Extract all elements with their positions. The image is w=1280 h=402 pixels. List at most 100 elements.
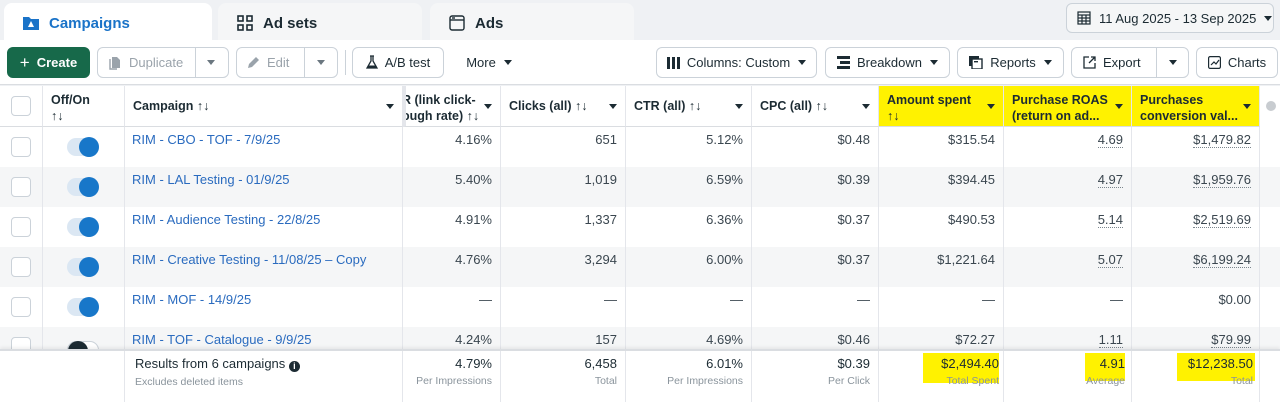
add-column-icon[interactable] <box>1266 101 1276 111</box>
columns-label: Columns: Custom <box>686 55 791 70</box>
header-off-on[interactable]: Off/On ↑↓ <box>43 86 125 127</box>
tab-ads[interactable]: Ads <box>430 3 634 43</box>
breakdown-label: Breakdown <box>856 55 923 70</box>
cell-roas: 5.07 <box>1004 247 1132 287</box>
cell-value: $1,221.64 <box>937 252 995 267</box>
toggle-knob <box>79 297 99 317</box>
cell-value[interactable]: $2,519.69 <box>1193 212 1251 228</box>
breakdown-button[interactable]: Breakdown <box>825 47 950 78</box>
campaign-name-link[interactable]: RIM - LAL Testing - 01/9/25 <box>125 167 403 207</box>
tab-campaigns[interactable]: Campaigns <box>4 3 212 43</box>
table-row[interactable]: RIM - Audience Testing - 22/8/25 4.91% 1,3… <box>0 207 1280 247</box>
column-menu-icon[interactable] <box>862 104 870 109</box>
cell-value[interactable]: 5.14 <box>1097 212 1123 228</box>
table-row[interactable]: RIM - CBO - TOF - 7/9/25 4.16% 651 5.12% $0.… <box>0 127 1280 167</box>
cell-ctr-all: 4.69% <box>626 327 752 367</box>
columns-button[interactable]: Columns: Custom <box>656 47 817 78</box>
header-purchases-conversion-value[interactable]: Purchases conversion val... <box>1132 86 1260 127</box>
info-icon[interactable]: i <box>288 361 300 372</box>
summary-title-cell: Results from 6 campaigns i Excludes dele… <box>125 351 403 402</box>
toolbar-divider <box>345 50 346 75</box>
table-row[interactable]: RIM - MOF - 14/9/25 — — — — — — $0.00 <box>0 287 1280 327</box>
column-menu-icon[interactable] <box>987 104 995 109</box>
charts-button[interactable]: Charts <box>1196 47 1278 78</box>
cell-value[interactable]: $6,199.24 <box>1193 252 1251 268</box>
highlight-mark <box>923 353 999 383</box>
summary-ctr-all: 6.01% Per Impressions <box>626 351 752 402</box>
column-menu-icon[interactable] <box>386 104 394 109</box>
campaign-name-link[interactable]: RIM - MOF - 14/9/25 <box>125 287 403 327</box>
cell-value[interactable]: 1.11 <box>1098 332 1123 348</box>
cell-value[interactable]: 4.69 <box>1097 132 1123 148</box>
cell-conv-value: $1,959.76 <box>1132 167 1260 207</box>
campaign-toggle[interactable] <box>67 257 99 277</box>
duplicate-dropdown-icon[interactable] <box>207 60 215 65</box>
edit-dropdown-icon[interactable] <box>317 60 325 65</box>
column-menu-icon[interactable] <box>484 104 492 109</box>
select-all-checkbox[interactable] <box>11 96 31 116</box>
campaign-toggle[interactable] <box>67 137 99 157</box>
duplicate-split-button[interactable]: Duplicate <box>97 47 229 78</box>
row-checkbox[interactable] <box>11 257 31 277</box>
cell-roas: 1.11 <box>1004 327 1132 367</box>
header-cpc-all[interactable]: CPC (all) ↑↓ <box>752 86 879 127</box>
campaign-name-link[interactable]: RIM - CBO - TOF - 7/9/25 <box>125 127 403 167</box>
cell-value[interactable]: 4.97 <box>1097 172 1123 188</box>
cell-value: 5.40% <box>455 172 492 187</box>
header-label: Campaign ↑↓ <box>133 99 210 113</box>
sort-icon: ↑↓ <box>887 109 900 123</box>
date-range-picker[interactable]: 11 Aug 2025 - 13 Sep 2025 <box>1066 3 1274 33</box>
row-checkbox[interactable] <box>11 217 31 237</box>
export-split-button[interactable]: Export <box>1071 47 1189 78</box>
edit-split-button[interactable]: Edit <box>236 47 338 78</box>
summary-value: 6.01% <box>706 356 743 371</box>
cell-value: $0.37 <box>837 212 870 227</box>
campaign-toggle[interactable] <box>67 217 99 237</box>
column-menu-icon[interactable] <box>1115 104 1123 109</box>
cell-cpc: $0.39 <box>752 167 879 207</box>
campaign-toggle[interactable] <box>67 297 99 317</box>
summary-value: 6,458 <box>584 356 617 371</box>
campaign-name-link[interactable]: RIM - Audience Testing - 22/8/25 <box>125 207 403 247</box>
highlight-mark <box>1177 353 1255 381</box>
header-amount-spent[interactable]: Amount spent ↑↓ <box>879 86 1004 127</box>
row-checkbox[interactable] <box>11 297 31 317</box>
more-button[interactable]: More <box>452 47 526 78</box>
column-menu-icon[interactable] <box>1243 104 1251 109</box>
header-clicks[interactable]: Clicks (all) ↑↓ <box>501 86 626 127</box>
header-purchase-roas[interactable]: Purchase ROAS (return on ad... <box>1004 86 1132 127</box>
cell-value[interactable]: 5.07 <box>1097 252 1123 268</box>
create-button[interactable]: + Create <box>7 47 90 78</box>
summary-clicks: 6,458 Total <box>501 351 626 402</box>
table-row[interactable]: RIM - Creative Testing - 11/08/25 – Copy… <box>0 247 1280 287</box>
column-menu-icon[interactable] <box>609 104 617 109</box>
header-ctr-link[interactable]: R (link click- ough rate) ↑↓ <box>403 86 501 127</box>
export-dropdown-icon[interactable] <box>1169 60 1177 65</box>
campaign-toggle[interactable] <box>67 177 99 197</box>
header-label: ough rate) ↑↓ <box>403 109 480 123</box>
row-checkbox[interactable] <box>11 137 31 157</box>
cell-value: $0.46 <box>837 332 870 347</box>
cell-ctr-link: 4.76% <box>403 247 501 287</box>
campaign-name-link[interactable]: RIM - Creative Testing - 11/08/25 – Copy <box>125 247 403 287</box>
table-row[interactable]: RIM - LAL Testing - 01/9/25 5.40% 1,019 6.5… <box>0 167 1280 207</box>
toggle-cell <box>43 127 125 167</box>
date-range-label: 11 Aug 2025 - 13 Sep 2025 <box>1099 10 1257 26</box>
cell-value: $72.27 <box>955 332 995 347</box>
row-checkbox[interactable] <box>11 177 31 197</box>
cell-value[interactable]: $79.99 <box>1211 332 1251 348</box>
column-menu-icon[interactable] <box>735 104 743 109</box>
tab-ad-sets[interactable]: Ad sets <box>218 3 422 43</box>
cell-value[interactable]: $1,479.82 <box>1193 132 1251 148</box>
ab-test-button[interactable]: A/B test <box>352 47 444 78</box>
charts-label: Charts <box>1227 55 1267 70</box>
cell-value[interactable]: $1,959.76 <box>1193 172 1251 188</box>
cell-clicks: 157 <box>501 327 626 367</box>
cell-ctr-all: 6.59% <box>626 167 752 207</box>
reports-button[interactable]: Reports <box>957 47 1064 78</box>
sort-icon: ↑↓ <box>51 109 64 123</box>
header-ctr-all[interactable]: CTR (all) ↑↓ <box>626 86 752 127</box>
campaign-name-link[interactable]: RIM - TOF - Catalogue - 9/9/25 <box>125 327 403 367</box>
columns-icon <box>666 56 680 69</box>
header-campaign[interactable]: Campaign ↑↓ <box>125 86 403 127</box>
